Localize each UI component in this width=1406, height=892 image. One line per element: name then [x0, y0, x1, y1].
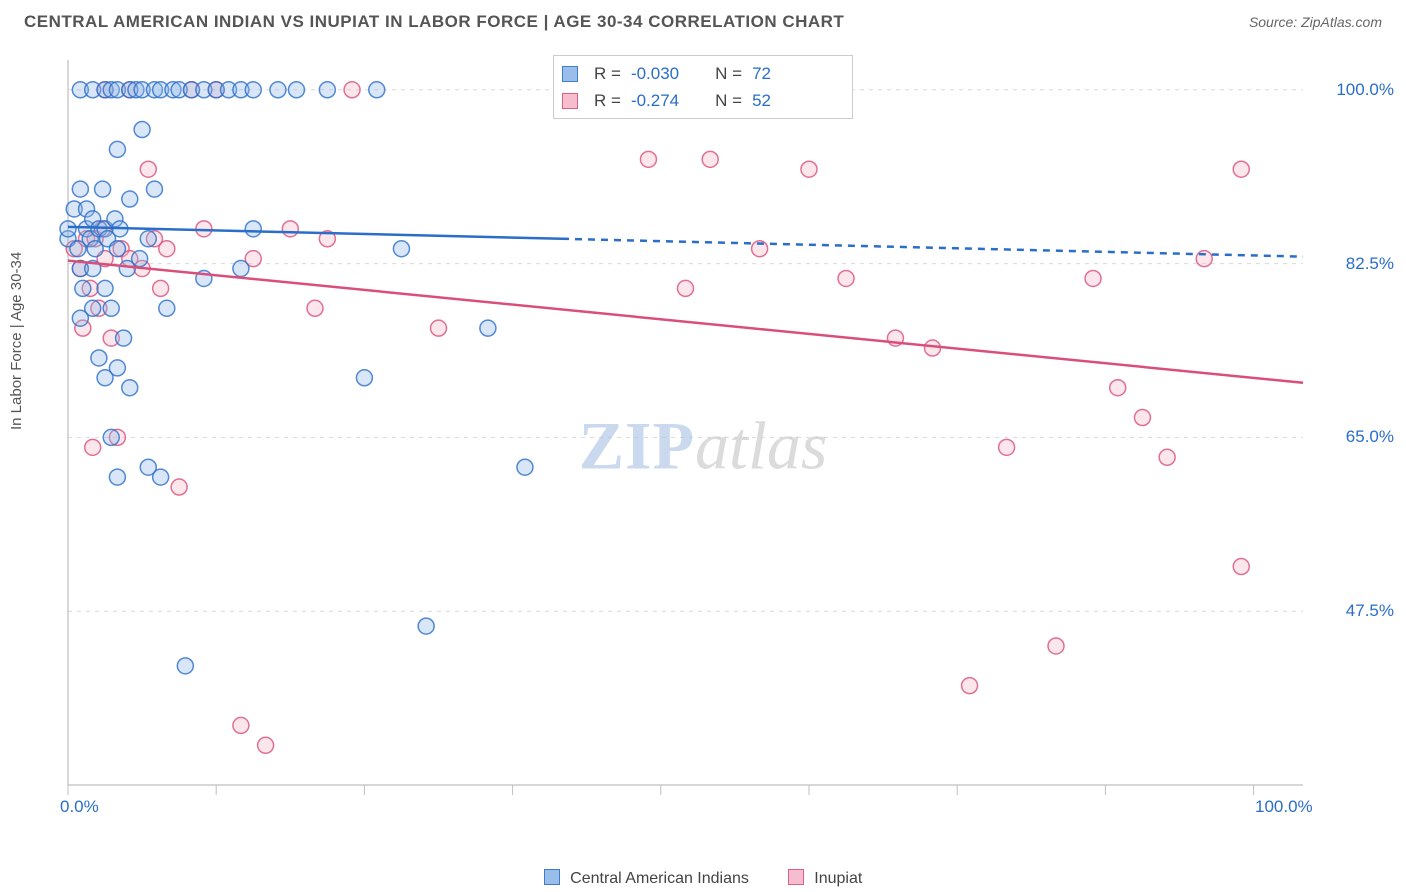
- x-tick-label: 0.0%: [60, 797, 99, 817]
- n-value-inupiat: 52: [752, 87, 771, 114]
- y-tick-label: 65.0%: [1346, 427, 1394, 447]
- legend-swatch-inupiat-icon: [788, 869, 804, 885]
- r-label: R =: [594, 87, 621, 114]
- series-legend: Central American Indians Inupiat: [0, 869, 1406, 888]
- axes: [68, 60, 1303, 785]
- gridlines: [68, 90, 1303, 611]
- r-value-inupiat: -0.274: [631, 87, 679, 114]
- legend-label-inupiat: Inupiat: [814, 870, 862, 887]
- stat-row-central-american: R = -0.030 N = 72: [562, 60, 844, 87]
- legend-label-central-american: Central American Indians: [570, 870, 749, 887]
- axis-ticks: [68, 785, 1254, 795]
- scatter-series-inupiat: [66, 82, 1249, 753]
- source-label: Source: ZipAtlas.com: [1249, 14, 1382, 30]
- swatch-inupiat-icon: [562, 93, 578, 109]
- r-value-central-american: -0.030: [631, 60, 679, 87]
- y-tick-label: 47.5%: [1346, 601, 1394, 621]
- n-label: N =: [715, 87, 742, 114]
- y-tick-label: 100.0%: [1336, 80, 1394, 100]
- correlation-scatter-plot: [58, 50, 1378, 810]
- r-label: R =: [594, 60, 621, 87]
- y-axis-label: In Labor Force | Age 30-34: [8, 252, 25, 430]
- y-tick-label: 82.5%: [1346, 254, 1394, 274]
- stat-box: R = -0.030 N = 72 R = -0.274 N = 52: [553, 55, 853, 119]
- scatter-series-central-american: [60, 82, 533, 674]
- n-value-central-american: 72: [752, 60, 771, 87]
- swatch-central-american-icon: [562, 66, 578, 82]
- stat-row-inupiat: R = -0.274 N = 52: [562, 87, 844, 114]
- x-tick-label: 100.0%: [1255, 797, 1313, 817]
- chart-title: CENTRAL AMERICAN INDIAN VS INUPIAT IN LA…: [24, 12, 844, 32]
- legend-swatch-central-american-icon: [544, 869, 560, 885]
- n-label: N =: [715, 60, 742, 87]
